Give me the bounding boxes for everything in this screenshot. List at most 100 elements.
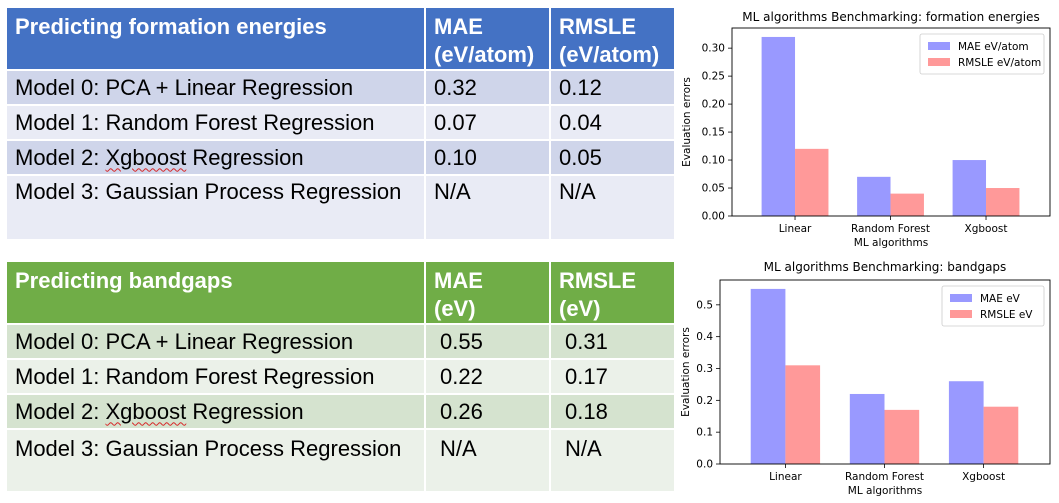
bar-rmsle [884, 409, 920, 464]
y-axis-label: Evaluation errors [681, 77, 693, 167]
x-tick-label: Random Forest [851, 223, 930, 235]
x-tick-label: Random Forest [845, 471, 924, 483]
rmsle-value: 0.12 [549, 69, 674, 105]
model-name: Model 1: Random Forest Regression [7, 104, 425, 140]
bar-rmsle [795, 148, 829, 216]
legend-swatch [928, 42, 950, 50]
chart-title: ML algorithms Benchmarking: formation en… [742, 10, 1039, 24]
table-header-row: Predicting bandgaps MAE (eV) RMSLE (eV) [7, 262, 674, 324]
table-row: Model 1: Random Forest Regression 0.07 0… [7, 104, 674, 140]
x-tick-label: Linear [769, 471, 802, 483]
model-name: Model 0: PCA + Linear Regression [7, 323, 425, 359]
legend-label: RMSLE eV/atom [958, 57, 1041, 69]
y-tick-label: 0.1 [696, 427, 713, 439]
y-tick-label: 0.10 [702, 155, 725, 167]
model-name: Model 1: Random Forest Regression [7, 358, 425, 394]
plot-frame [731, 27, 1051, 217]
mae-value: 0.26 [424, 393, 550, 429]
table-row: Model 2: Xgboost Regression 0.26 0.18 [7, 393, 674, 429]
x-tick-label: Xgboost [965, 223, 1008, 235]
mae-value: 0.55 [424, 323, 550, 359]
bandgaps-chart-svg: ML algorithms Benchmarking: bandgaps Line… [680, 260, 1051, 497]
rmsle-value: 0.05 [549, 139, 674, 175]
table-header-row: Predicting formation energies MAE (eV/at… [7, 8, 674, 70]
rmsle-header: RMSLE (eV/atom) [549, 8, 674, 70]
mae-value: N/A [424, 174, 550, 239]
chart-title: ML algorithms Benchmarking: bandgaps [764, 260, 1007, 274]
legend-swatch [928, 58, 950, 66]
table-title: Predicting formation energies [7, 8, 425, 70]
y-tick-label: 0.2 [696, 395, 713, 407]
y-tick-label: 0.15 [702, 127, 725, 139]
y-tick-label: 0.20 [702, 99, 725, 111]
rmsle-value: N/A [549, 428, 674, 491]
bandgaps-chart: ML algorithms Benchmarking: bandgaps Line… [676, 254, 1056, 503]
bar-rmsle [983, 406, 1019, 464]
mae-value: 0.32 [424, 69, 550, 105]
formation-energies-table: Predicting formation energies MAE (eV/at… [7, 8, 674, 239]
bandgaps-table: Predicting bandgaps MAE (eV) RMSLE (eV) … [7, 262, 674, 491]
y-tick-label: 0.3 [696, 363, 713, 375]
bar-mae [948, 381, 984, 464]
table-title: Predicting bandgaps [7, 262, 425, 324]
mae-value: 0.07 [424, 104, 550, 140]
model-word: Xgboost [105, 398, 187, 424]
y-tick-label: 0.05 [702, 183, 725, 195]
legend-swatch [950, 294, 972, 302]
table-row: Model 0: PCA + Linear Regression 0.32 0.… [7, 69, 674, 105]
table-row: Model 1: Random Forest Regression 0.22 0… [7, 358, 674, 394]
rmsle-value: 0.04 [549, 104, 674, 140]
x-tick-label: Linear [779, 223, 812, 235]
x-axis-label: ML algorithms [854, 237, 928, 249]
y-tick-label: 0.25 [702, 71, 725, 83]
bar-rmsle [785, 365, 821, 464]
x-axis-label: ML algorithms [848, 485, 922, 497]
y-tick-label: 0.5 [696, 299, 713, 311]
mae-value: 0.10 [424, 139, 550, 175]
y-tick-label: 0.0 [696, 459, 713, 471]
mae-header: MAE (eV) [424, 262, 550, 324]
mae-header: MAE (eV/atom) [424, 8, 550, 70]
mae-value: 0.22 [424, 358, 550, 394]
bar-mae [761, 36, 796, 217]
x-tick-label: Xgboost [962, 471, 1005, 483]
bar-mae [857, 176, 891, 216]
rmsle-value: 0.17 [549, 358, 674, 394]
plot-frame [719, 279, 1051, 465]
legend-label: MAE eV [980, 293, 1021, 305]
bar-mae [750, 288, 786, 464]
model-word: Xgboost [105, 144, 187, 170]
rmsle-value: 0.18 [549, 393, 674, 429]
model-name: Model 2: Xgboost Regression [7, 139, 425, 175]
rmsle-header: RMSLE (eV) [549, 262, 674, 324]
legend-label: RMSLE eV [980, 309, 1033, 321]
model-name: Model 3: Gaussian Process Regression [7, 428, 425, 491]
table-row: Model 0: PCA + Linear Regression 0.55 0.… [7, 323, 674, 359]
model-name: Model 0: PCA + Linear Regression [7, 69, 425, 105]
y-tick-label: 0.00 [702, 211, 725, 223]
legend-label: MAE eV/atom [958, 41, 1029, 53]
bar-rmsle [890, 193, 924, 216]
formation-energies-chart: ML algorithms Benchmarking: formation en… [676, 0, 1056, 252]
model-name: Model 2: Xgboost Regression [7, 393, 425, 429]
rmsle-value: N/A [549, 174, 674, 239]
y-axis-label: Evaluation errors [680, 327, 692, 417]
rmsle-value: 0.31 [549, 323, 674, 359]
y-tick-label: 0.4 [696, 331, 713, 343]
formation-energies-chart-svg: ML algorithms Benchmarking: formation en… [681, 10, 1051, 249]
y-tick-label: 0.30 [702, 43, 725, 55]
table-row: Model 3: Gaussian Process Regression N/A… [7, 174, 674, 239]
bar-mae [952, 160, 987, 216]
model-suffix: Regression [186, 398, 304, 424]
table-row: Model 3: Gaussian Process Regression N/A… [7, 428, 674, 491]
table-row: Model 2: Xgboost Regression 0.10 0.05 [7, 139, 674, 175]
model-name: Model 3: Gaussian Process Regression [7, 174, 425, 239]
model-prefix: Model 2: [15, 144, 106, 170]
bar-rmsle [986, 188, 1020, 216]
legend [919, 33, 1045, 75]
model-suffix: Regression [186, 144, 304, 170]
mae-value: N/A [424, 428, 550, 491]
legend-swatch [950, 310, 972, 318]
model-prefix: Model 2: [15, 398, 106, 424]
bar-mae [849, 393, 885, 464]
